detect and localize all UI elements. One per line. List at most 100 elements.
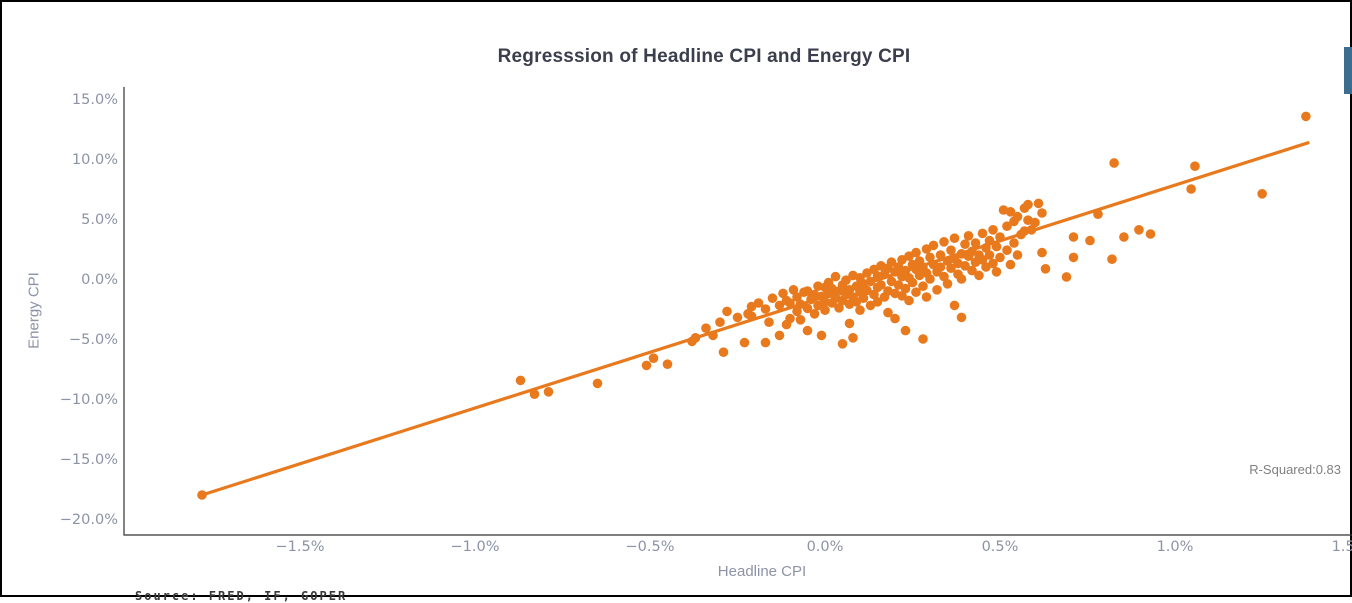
scatter-point xyxy=(767,293,778,304)
scatter-point xyxy=(1190,161,1200,171)
scatter-point xyxy=(967,265,977,276)
scatter-point xyxy=(795,315,806,325)
scatter-point xyxy=(925,252,935,263)
chart-title: Regresssion of Headline CPI and Energy C… xyxy=(497,46,911,67)
toolbar-button-fragment[interactable] xyxy=(1344,47,1352,94)
scatter-point xyxy=(921,292,932,302)
x-tick-label: −1.5% xyxy=(276,539,325,555)
scatter-point xyxy=(746,311,757,322)
scatter-point xyxy=(1005,259,1016,270)
scatter-point xyxy=(848,333,858,343)
scatter-point xyxy=(792,292,802,302)
scatter-point xyxy=(718,347,729,358)
scatter-point xyxy=(732,312,743,323)
scatter-point xyxy=(760,304,771,314)
scatter-point xyxy=(925,274,935,284)
scatter-point xyxy=(739,337,750,348)
y-axis-title: Energy CPI xyxy=(25,272,43,349)
scatter-point xyxy=(991,241,1002,252)
scatter-point xyxy=(648,353,659,364)
scatter-point xyxy=(1301,111,1311,122)
scatter-point xyxy=(778,288,788,299)
scatter-point xyxy=(988,258,998,269)
scatter-point xyxy=(834,303,844,313)
scatter-point xyxy=(837,339,848,349)
scatter-point xyxy=(1061,272,1072,282)
scatter-point xyxy=(939,237,949,247)
scatter-point xyxy=(988,225,998,235)
scatter-point xyxy=(855,305,865,316)
scatter-point xyxy=(900,325,911,336)
scatter-point xyxy=(816,330,827,341)
scatter-point xyxy=(1257,189,1267,199)
scatter-point xyxy=(935,262,946,272)
scatter-point xyxy=(708,330,718,341)
scatter-point xyxy=(1037,247,1047,258)
r-squared-annotation: R-Squared:0.83 xyxy=(1249,462,1341,477)
scatter-point xyxy=(802,325,813,336)
scatter-point xyxy=(1085,235,1095,246)
scatter-point xyxy=(991,267,1002,277)
scatter-point xyxy=(1033,198,1044,209)
scatter-point xyxy=(1119,232,1129,242)
scatter-point xyxy=(841,275,851,286)
x-tick-label: 0.0% xyxy=(807,539,844,555)
scatter-point xyxy=(858,293,869,304)
scatter-point xyxy=(1068,252,1079,263)
scatter-point xyxy=(890,313,900,324)
scatter-point xyxy=(795,299,806,310)
scatter-point xyxy=(970,238,981,248)
scatter-point xyxy=(774,300,785,311)
scatter-point xyxy=(974,270,984,281)
x-tick-label: 1.0% xyxy=(1157,539,1194,555)
x-tick-label: −0.5% xyxy=(626,539,675,555)
scatter-point xyxy=(641,360,652,371)
scatter-point xyxy=(1037,208,1047,218)
scatter-point xyxy=(946,263,956,274)
scatter-point xyxy=(946,245,956,255)
scatter-point xyxy=(1093,209,1103,219)
scatter-point xyxy=(1012,211,1023,222)
scatter-point xyxy=(1002,245,1012,255)
axis-lines xyxy=(123,87,1352,536)
scatter-point xyxy=(977,254,988,265)
source-annotation: Source: FRED, IF, GOPER xyxy=(135,589,348,603)
scatter-point xyxy=(753,298,764,308)
scatter-point xyxy=(774,330,785,341)
scatter-point xyxy=(977,228,988,239)
scatter-point xyxy=(760,337,771,348)
scatter-point xyxy=(935,250,946,260)
scatter-point xyxy=(701,323,711,334)
scatter-point xyxy=(820,305,830,316)
scatter-point xyxy=(1009,238,1019,248)
scatter-point xyxy=(960,261,970,271)
scatter-point xyxy=(984,235,995,246)
scatter-point xyxy=(984,250,995,260)
scatter-point xyxy=(785,313,795,324)
scatter-point xyxy=(1002,221,1012,231)
scatter-point xyxy=(886,257,897,267)
scatter-point xyxy=(809,309,820,319)
scatter-point xyxy=(1005,207,1016,217)
scatter-point xyxy=(939,271,949,282)
scatter-point xyxy=(1040,264,1051,274)
scatter-point xyxy=(904,295,914,306)
scatter-point xyxy=(900,265,911,276)
scatter-point xyxy=(1030,217,1040,228)
scatter-point xyxy=(949,233,960,243)
scatter-point xyxy=(865,276,876,287)
scatter-point xyxy=(872,297,883,307)
y-tick-label: −10.0% xyxy=(60,392,118,408)
scatter-point xyxy=(907,277,918,288)
scatter-point xyxy=(956,312,967,323)
scatter-point xyxy=(981,243,991,253)
scatter-point xyxy=(928,240,939,251)
scatter-point xyxy=(592,378,603,389)
x-tick-label: 1.5% xyxy=(1332,539,1352,555)
scatter-point xyxy=(995,232,1005,242)
scatter-point xyxy=(1023,199,1033,210)
x-axis-title: Headline CPI xyxy=(717,563,807,580)
scatter-point xyxy=(830,271,841,282)
scatter-point xyxy=(1109,158,1119,168)
